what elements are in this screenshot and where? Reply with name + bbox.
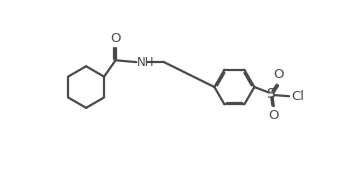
Text: S: S <box>266 87 275 101</box>
Text: O: O <box>268 109 278 122</box>
Text: O: O <box>274 68 284 81</box>
Text: NH: NH <box>137 56 154 69</box>
Text: Cl: Cl <box>291 90 304 103</box>
Text: O: O <box>110 32 121 45</box>
